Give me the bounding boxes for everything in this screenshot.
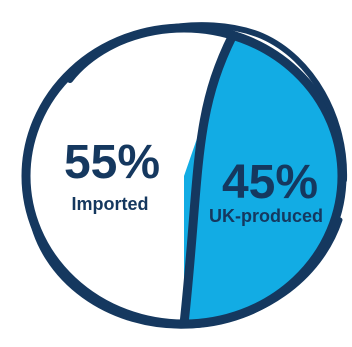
pie-slice-imported bbox=[26, 28, 233, 324]
data-label-uk-produced: UK-produced bbox=[209, 206, 323, 226]
slice-divider bbox=[179, 30, 238, 329]
pie-outline-sketch bbox=[67, 22, 348, 183]
data-label-uk-produced-percent: 45% bbox=[222, 156, 318, 209]
pie-slice-uk-produced bbox=[184, 35, 343, 325]
pie-outline-sketch bbox=[27, 207, 343, 329]
data-label-imported: Imported bbox=[71, 194, 148, 214]
data-label-imported-percent: 55% bbox=[64, 136, 160, 189]
